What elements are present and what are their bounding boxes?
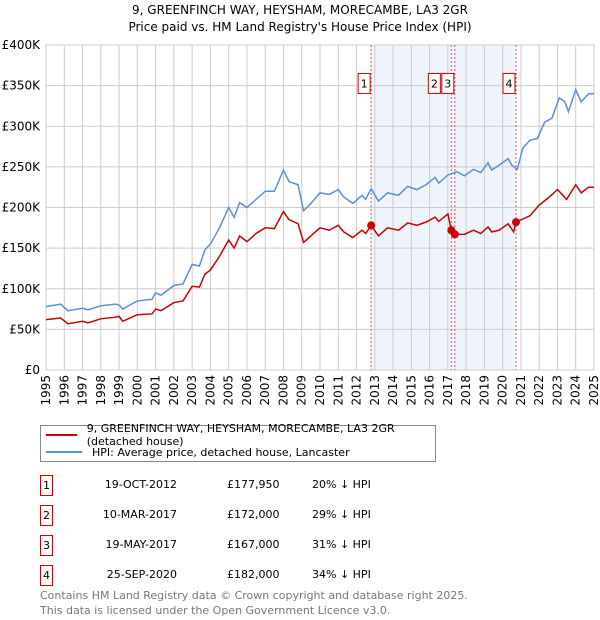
x-tick-label: 1998: [94, 375, 108, 406]
y-tick-label: £200K: [2, 201, 42, 215]
transaction-label-box: [427, 72, 441, 94]
transaction-label-box: [502, 72, 516, 94]
y-tick-label: £150K: [2, 241, 42, 255]
hpi-diff: 20% ↓ HPI: [312, 478, 371, 491]
x-tick-label: 2016: [423, 375, 437, 406]
sale-date: 19-OCT-2012: [104, 478, 177, 491]
legend-item-property: 9, GREENFINCH WAY, HEYSHAM, MORECAMBE, L…: [46, 422, 435, 448]
sale-price: £177,950: [227, 478, 280, 491]
x-tick-label: 2011: [331, 375, 345, 406]
price-chart: £0 £50K £100K £150K £200K £250K £300K £350K £400…: [2, 38, 600, 406]
y-tick-label: £0: [25, 363, 40, 377]
transaction-label: 4: [506, 77, 513, 90]
transaction-label-box: [357, 72, 371, 94]
legend-label: 9, GREENFINCH WAY, HEYSHAM, MORECAMBE, L…: [86, 422, 395, 448]
x-tick-label: 2025: [587, 375, 600, 406]
x-tick-label: 1996: [57, 375, 71, 406]
x-tick-label: 2010: [313, 375, 327, 406]
x-tick-label: 2012: [350, 375, 364, 406]
plot-frame: [45, 44, 595, 371]
chart-subtitle: Price paid vs. HM Land Registry's House …: [128, 20, 472, 34]
series-line: [45, 183, 594, 325]
sale-price: £182,000: [227, 568, 280, 581]
transaction-label-box: [441, 72, 455, 94]
transaction-label: 3: [444, 77, 451, 90]
x-tick-label: 2022: [532, 375, 546, 406]
x-tick-label: 2020: [496, 375, 510, 406]
x-tick-label: 2018: [459, 375, 473, 406]
transaction-badge: 3: [40, 535, 53, 556]
sale-date: 25-SEP-2020: [106, 568, 177, 581]
legend-swatch-blue: [46, 451, 82, 453]
x-tick-label: 1997: [76, 375, 90, 406]
transaction-label: 1: [361, 77, 368, 90]
x-tick-label: 2008: [276, 375, 290, 406]
footer-licence: This data is licensed under the Open Gov…: [40, 604, 391, 617]
sale-date: 19-MAY-2017: [105, 538, 177, 551]
sale-price: £172,000: [227, 508, 280, 521]
transaction-label: 2: [431, 77, 438, 90]
legend: 9, GREENFINCH WAY, HEYSHAM, MORECAMBE, L…: [40, 422, 436, 462]
hpi-diff: 34% ↓ HPI: [312, 568, 371, 581]
y-tick-label: £50K: [9, 322, 41, 336]
table-row: 1 19-OCT-2012 £177,950 20% ↓ HPI: [40, 475, 600, 496]
x-tick-label: 2015: [404, 375, 418, 406]
legend-label: HPI: Average price, detached house, Lanc…: [92, 445, 350, 459]
table-row: 3 19-MAY-2017 £167,000 31% ↓ HPI: [40, 535, 600, 556]
transaction-badge: 4: [40, 565, 53, 586]
y-tick-label: £300K: [2, 119, 42, 133]
table-row: 4 25-SEP-2020 £182,000 34% ↓ HPI: [40, 565, 600, 586]
x-tick-label: 2014: [386, 375, 400, 406]
y-tick-label: £400K: [2, 38, 42, 52]
x-tick-label: 2023: [550, 375, 564, 406]
x-tick-label: 1995: [39, 375, 53, 406]
chart-title: 9, GREENFINCH WAY, HEYSHAM, MORECAMBE, L…: [132, 3, 468, 17]
x-tick-label: 2003: [185, 375, 199, 406]
x-tick-label: 2000: [130, 375, 144, 406]
x-tick-label: 2024: [569, 375, 583, 406]
x-tick-label: 2019: [477, 375, 491, 406]
legend-item-hpi: HPI: Average price, detached house, Lanc…: [46, 444, 350, 460]
transaction-point: [367, 221, 376, 230]
x-tick-label: 2002: [167, 375, 181, 406]
hpi-diff: 29% ↓ HPI: [312, 508, 371, 521]
y-tick-label: £250K: [2, 160, 42, 174]
x-tick-label: 2005: [222, 375, 236, 406]
x-tick-label: 2006: [240, 375, 254, 406]
x-tick-label: 2001: [149, 375, 163, 406]
transaction-badge: 1: [40, 475, 53, 496]
x-tick-label: 2013: [368, 375, 382, 406]
y-tick-label: £100K: [2, 282, 42, 296]
x-tick-label: 2009: [295, 375, 309, 406]
transaction-point: [450, 230, 459, 239]
footer-copyright: Contains HM Land Registry data © Crown c…: [40, 589, 468, 602]
transaction-badge: 2: [40, 505, 53, 526]
transaction-point: [512, 218, 521, 227]
series-line: [45, 87, 594, 312]
table-row: 2 10-MAR-2017 £172,000 29% ↓ HPI: [40, 505, 600, 526]
sale-price: £167,000: [227, 538, 280, 551]
x-tick-label: 2004: [203, 375, 217, 406]
legend-swatch-red: [46, 434, 77, 436]
sale-date: 10-MAR-2017: [102, 508, 177, 521]
x-tick-label: 2017: [441, 375, 455, 406]
x-tick-label: 1999: [112, 375, 126, 406]
x-tick-label: 2007: [258, 375, 272, 406]
hpi-diff: 31% ↓ HPI: [312, 538, 371, 551]
x-tick-label: 2021: [514, 375, 528, 406]
y-tick-label: £350K: [2, 79, 42, 93]
